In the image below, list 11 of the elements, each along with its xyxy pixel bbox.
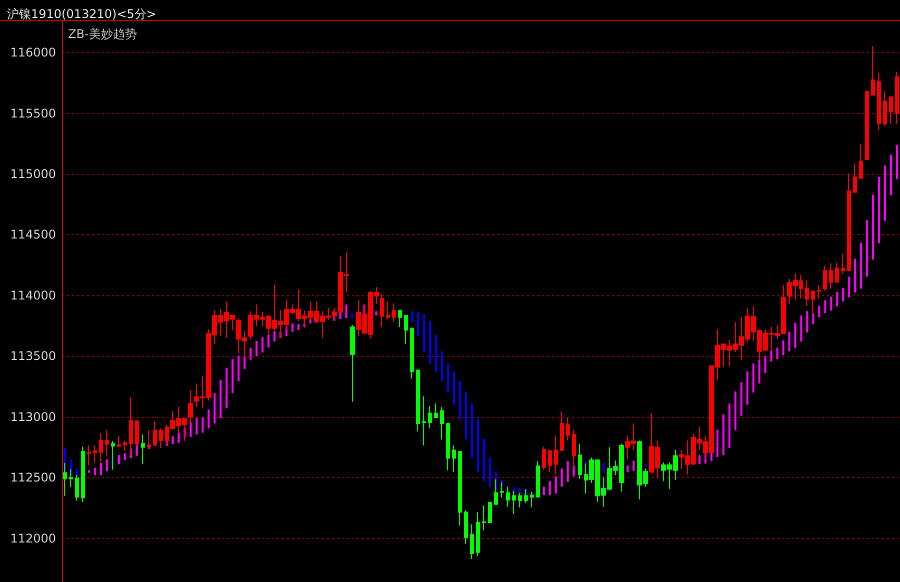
y-tick-label: 115000: [10, 167, 56, 181]
y-tick-label: 112000: [10, 531, 56, 546]
y-tick-label: 114000: [10, 288, 56, 302]
y-tick-label: 113000: [10, 410, 56, 424]
y-tick-label: 113500: [10, 349, 56, 364]
y-tick-label: 114500: [10, 228, 56, 242]
y-tick-label: 116000: [10, 46, 56, 60]
y-tick-label: 112500: [10, 470, 56, 485]
chart-title: 沪镍1910(013210)<5分>: [7, 7, 156, 21]
text: ZB-美妙趋势: [68, 27, 137, 41]
y-tick-label: 115500: [10, 106, 56, 120]
